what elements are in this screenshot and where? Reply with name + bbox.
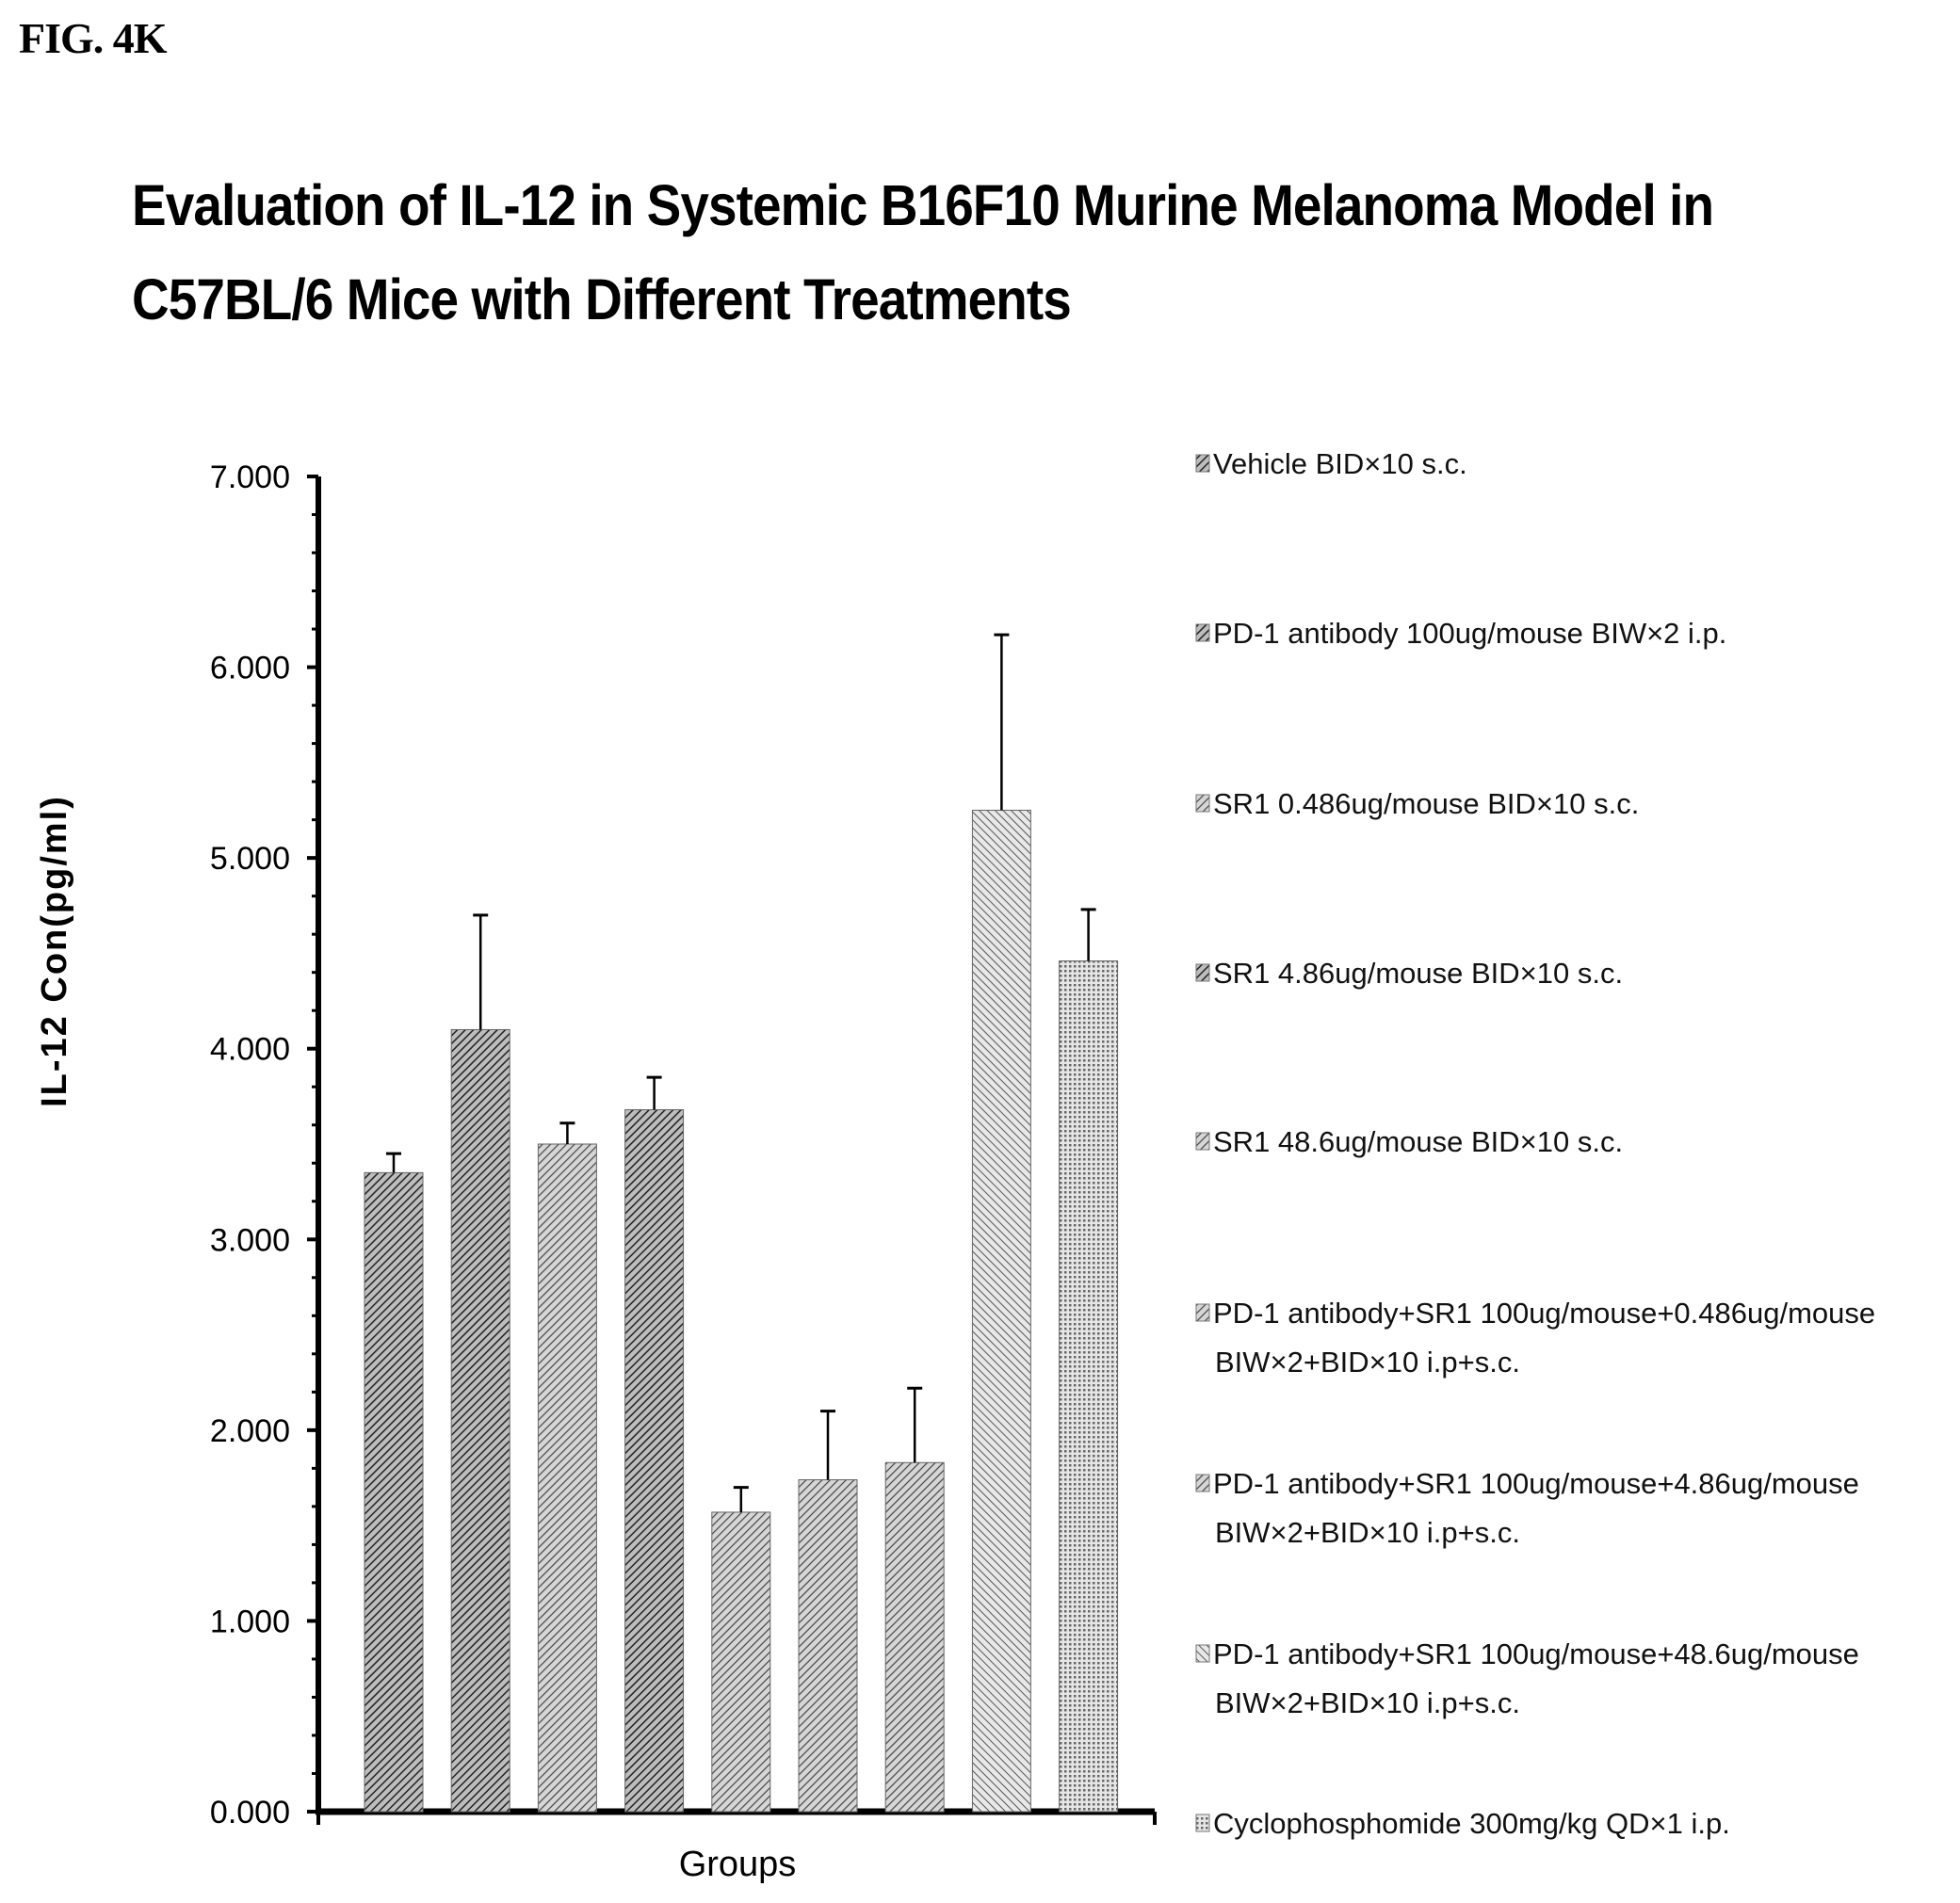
chart-title: Evaluation of IL-12 in Systemic B16F10 M… xyxy=(132,173,1714,331)
legend-label: PD-1 antibody 100ug/mouse BIW×2 i.p. xyxy=(1213,617,1726,650)
y-axis-title: IL-12 Con(pg/ml) xyxy=(35,795,74,1107)
y-tick-label: 4.000 xyxy=(210,1032,290,1068)
legend-label: SR1 0.486ug/mouse BID×10 s.c. xyxy=(1213,787,1639,820)
bar xyxy=(884,1461,945,1813)
legend-swatch xyxy=(1195,1644,1210,1663)
bar xyxy=(364,1171,424,1813)
legend-label: BIW×2+BID×10 i.p+s.c. xyxy=(1215,1516,1520,1549)
y-tick-label: 3.000 xyxy=(210,1222,290,1258)
bar xyxy=(450,1028,510,1813)
legend-label: PD-1 antibody+SR1 100ug/mouse+48.6ug/mou… xyxy=(1213,1637,1859,1670)
bar xyxy=(798,1479,858,1813)
bar xyxy=(537,1143,597,1813)
legend-swatch xyxy=(1195,1814,1210,1832)
legend-label: Vehicle BID×10 s.c. xyxy=(1213,447,1467,480)
y-tick-label: 7.000 xyxy=(210,460,290,495)
bar xyxy=(711,1511,771,1813)
legend-swatch xyxy=(1195,794,1210,813)
y-tick-label: 5.000 xyxy=(210,841,290,877)
legend-swatch xyxy=(1195,1474,1210,1492)
legend-label: SR1 4.86ug/mouse BID×10 s.c. xyxy=(1213,957,1623,990)
legend-swatch xyxy=(1195,1132,1210,1151)
bar xyxy=(624,1109,685,1813)
legend-swatch xyxy=(1195,963,1210,982)
legend-swatch xyxy=(1195,454,1210,473)
legend-label: SR1 48.6ug/mouse BID×10 s.c. xyxy=(1213,1125,1623,1158)
x-axis-title: Groups xyxy=(679,1845,797,1884)
legend-label: BIW×2+BID×10 i.p+s.c. xyxy=(1215,1686,1520,1719)
legend-swatch xyxy=(1195,1303,1210,1322)
bar xyxy=(1059,960,1119,1813)
bar xyxy=(971,810,1031,1813)
legend-label: Cyclophosphomide 300mg/kg QD×1 i.p. xyxy=(1213,1807,1730,1840)
legend-label: PD-1 antibody+SR1 100ug/mouse+0.486ug/mo… xyxy=(1213,1297,1875,1330)
y-tick-label: 6.000 xyxy=(210,651,290,686)
legend-swatch xyxy=(1195,623,1210,642)
figure-label: FIG. 4K xyxy=(19,14,168,62)
y-tick-label: 0.000 xyxy=(210,1795,290,1830)
y-tick-label: 2.000 xyxy=(210,1413,290,1449)
legend-label: PD-1 antibody+SR1 100ug/mouse+4.86ug/mou… xyxy=(1213,1467,1859,1500)
y-tick-label: 1.000 xyxy=(210,1604,290,1639)
legend-label: BIW×2+BID×10 i.p+s.c. xyxy=(1215,1346,1520,1379)
